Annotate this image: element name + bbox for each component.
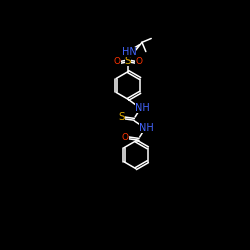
Text: NH: NH: [134, 103, 149, 113]
Text: O: O: [114, 57, 121, 66]
Text: O: O: [122, 132, 128, 141]
Text: O: O: [136, 57, 142, 66]
Text: HN: HN: [122, 46, 136, 56]
Text: S: S: [118, 112, 124, 122]
Text: S: S: [125, 56, 132, 66]
Text: NH: NH: [139, 123, 154, 133]
